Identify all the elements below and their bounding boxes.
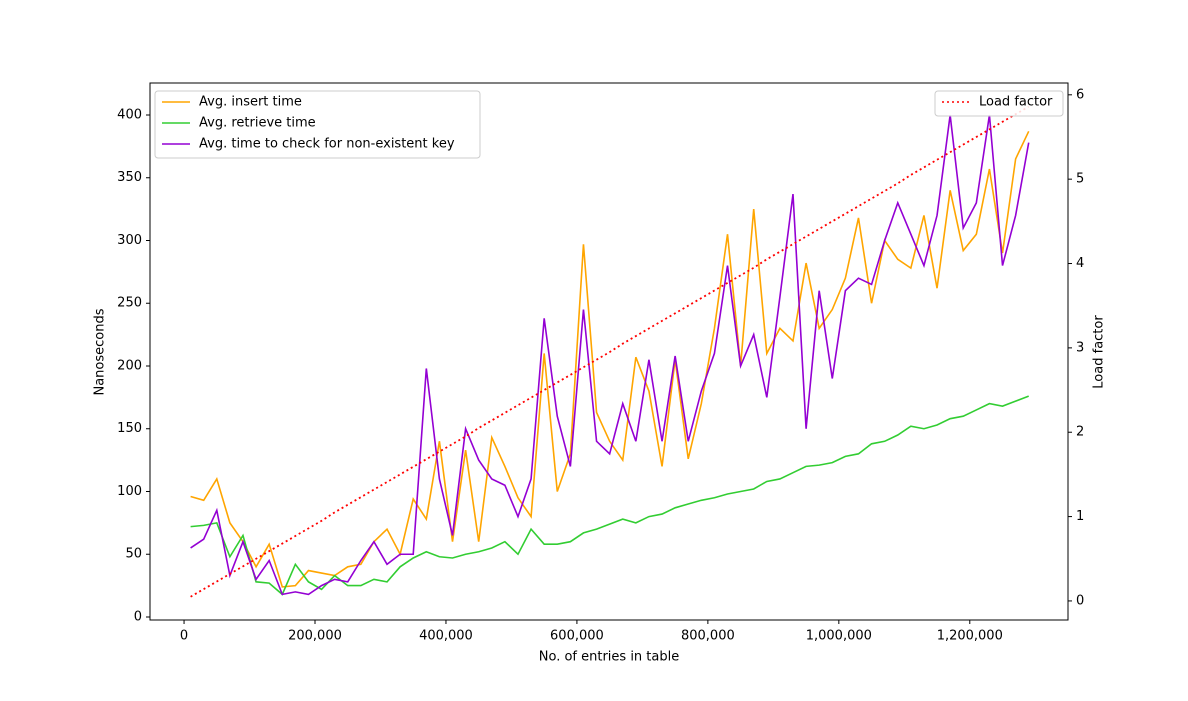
y-tick-label: 150 — [117, 421, 142, 436]
y-tick-label: 100 — [117, 484, 142, 499]
legend-label: Avg. insert time — [199, 95, 302, 110]
y2-tick-label: 0 — [1076, 593, 1084, 608]
x-tick-label: 1,200,000 — [937, 629, 1003, 644]
y-tick-label: 200 — [117, 358, 142, 373]
legend-label: Avg. retrieve time — [199, 116, 316, 131]
line — [190, 130, 1030, 588]
y-tick-label: 250 — [117, 296, 142, 311]
y2-tick-label: 4 — [1076, 256, 1084, 271]
legend-label: Load factor — [979, 95, 1053, 110]
x-tick-label: 600,000 — [550, 629, 604, 644]
y2-tick-label: 1 — [1076, 509, 1084, 524]
line — [190, 395, 1029, 596]
y2-tick-label: 5 — [1076, 172, 1084, 187]
y2-tick-label: 3 — [1076, 340, 1084, 355]
line — [190, 114, 1030, 596]
x-tick-label: 1,000,000 — [806, 629, 872, 644]
y-axis-label: Nanoseconds — [93, 308, 108, 395]
y-tick-label: 50 — [125, 547, 142, 562]
y-tick-label: 350 — [117, 170, 142, 185]
x-tick-label: 0 — [180, 629, 188, 644]
x-axis-label: No. of entries in table — [539, 650, 679, 665]
legend-box — [934, 90, 1064, 117]
plot-frame — [149, 82, 1069, 621]
y-tick-label: 300 — [117, 233, 142, 248]
legend-box — [154, 90, 481, 159]
y2-tick-label: 2 — [1076, 425, 1084, 440]
y-tick-label: 400 — [117, 108, 142, 123]
x-tick-label: 400,000 — [419, 629, 473, 644]
x-tick-label: 800,000 — [681, 629, 735, 644]
x-tick-label: 200,000 — [288, 629, 342, 644]
line — [190, 105, 1030, 598]
y2-tick-label: 6 — [1076, 87, 1084, 102]
y2-axis-label: Load factor — [1092, 315, 1107, 389]
legend-label: Avg. time to check for non-existent key — [199, 137, 455, 152]
y-tick-label: 0 — [134, 609, 142, 624]
